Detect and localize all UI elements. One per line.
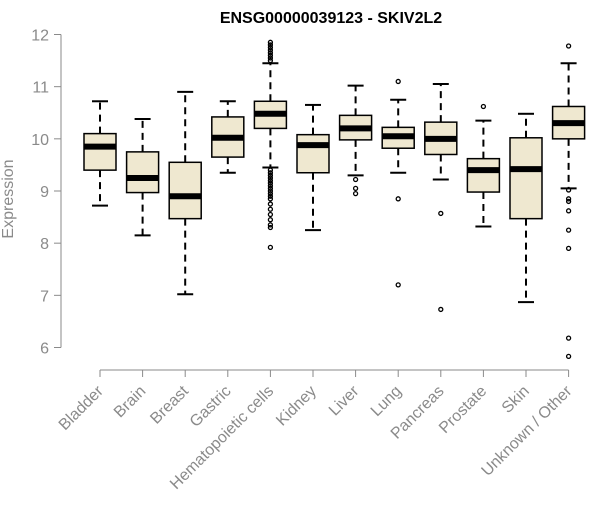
outlier-point	[267, 47, 274, 53]
outlier-point	[480, 103, 487, 110]
box-group	[338, 84, 373, 197]
outlier-point	[438, 306, 444, 313]
outlier-point	[565, 196, 572, 202]
outlier-point	[267, 196, 274, 202]
y-tick-label: 10	[31, 132, 49, 149]
box-group	[83, 100, 117, 207]
outlier-point	[267, 193, 274, 199]
box-group	[424, 83, 458, 313]
box-group	[125, 118, 160, 237]
y-axis-label: Expression	[0, 159, 17, 238]
outlier-point	[267, 52, 274, 59]
outlier-point	[267, 224, 274, 231]
outlier-point	[267, 244, 274, 250]
outlier-point	[395, 196, 401, 202]
box-group	[466, 103, 501, 228]
box	[125, 151, 160, 194]
box	[168, 161, 202, 220]
box-group	[168, 90, 202, 296]
box-group	[551, 43, 586, 360]
outlier-point	[267, 206, 274, 212]
outlier-point	[565, 245, 572, 252]
outlier-point	[267, 39, 274, 45]
chart-title: ENSG00000039123 - SKIV2L2	[220, 10, 442, 27]
outlier-point	[565, 227, 572, 233]
box-group	[381, 78, 415, 288]
y-tick-label: 11	[32, 80, 49, 97]
outlier-point	[565, 335, 572, 341]
outlier-point	[267, 172, 274, 179]
outlier-point	[267, 175, 274, 181]
box	[296, 133, 330, 174]
outlier-point	[267, 170, 274, 176]
x-tick-label: Kidney	[273, 383, 320, 430]
outlier-point	[395, 78, 401, 85]
outlier-point	[267, 177, 274, 184]
box-group	[211, 100, 245, 174]
outlier-point	[267, 167, 274, 173]
x-tick-label: Breast	[147, 382, 192, 427]
outlier-point	[565, 43, 572, 49]
outlier-point	[565, 187, 572, 193]
outlier-point	[267, 50, 274, 56]
x-tick-label: Liver	[326, 382, 363, 419]
outlier-point	[267, 183, 274, 189]
outlier-point	[267, 55, 274, 61]
outlier-point	[267, 42, 274, 48]
outlier-point	[565, 198, 572, 205]
outlier-point	[565, 208, 572, 214]
outlier-point	[267, 180, 274, 186]
y-tick-label: 9	[40, 184, 49, 201]
outlier-point	[267, 57, 274, 64]
outlier-point	[565, 353, 572, 360]
y-tick-label: 8	[40, 236, 49, 253]
outlier-point	[267, 217, 274, 223]
box	[466, 157, 501, 193]
x-tick-label: Lung	[368, 383, 405, 420]
x-tick-label: Bladder	[56, 382, 107, 433]
outlier-point	[352, 185, 359, 192]
outlier-point	[267, 190, 274, 197]
outlier-point	[267, 201, 274, 207]
outlier-point	[267, 185, 274, 192]
outlier-point	[352, 190, 359, 197]
plot-area	[83, 39, 586, 360]
outlier-point	[267, 222, 274, 228]
outlier-point	[267, 211, 274, 218]
box	[83, 132, 117, 171]
outlier-point	[267, 188, 274, 194]
box-group	[509, 112, 543, 304]
outlier-point	[395, 282, 401, 288]
y-tick-label: 7	[40, 288, 49, 305]
box-group	[296, 103, 330, 232]
outlier-point	[267, 44, 274, 51]
x-tick-label: Prostate	[436, 383, 490, 437]
y-tick-label: 6	[40, 341, 49, 358]
box-group	[253, 39, 288, 250]
y-tick-label: 12	[31, 28, 49, 45]
box	[509, 137, 543, 220]
x-tick-label: Skin	[499, 383, 533, 417]
outlier-point	[352, 176, 359, 183]
outlier-point	[438, 210, 444, 217]
x-tick-label: Brain	[111, 383, 149, 421]
